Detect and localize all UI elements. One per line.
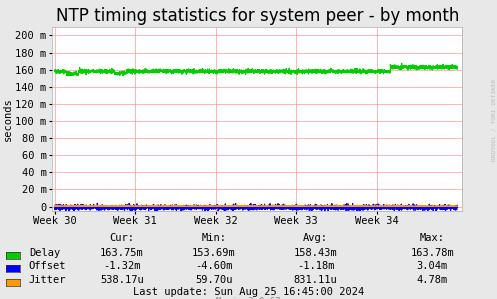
Text: Jitter: Jitter [29, 274, 66, 285]
Text: 158.43m: 158.43m [294, 248, 337, 258]
Text: Max:: Max: [420, 233, 445, 243]
Text: 3.04m: 3.04m [417, 261, 448, 271]
Text: Last update: Sun Aug 25 16:45:00 2024: Last update: Sun Aug 25 16:45:00 2024 [133, 287, 364, 298]
Title: NTP timing statistics for system peer - by month: NTP timing statistics for system peer - … [56, 7, 459, 25]
Text: 4.78m: 4.78m [417, 274, 448, 285]
Text: 538.17u: 538.17u [100, 274, 144, 285]
Y-axis label: seconds: seconds [2, 97, 12, 141]
Text: Min:: Min: [201, 233, 226, 243]
Text: RRDTOOL / TOBI OETIKER: RRDTOOL / TOBI OETIKER [491, 78, 496, 161]
Text: 163.75m: 163.75m [100, 248, 144, 258]
Text: 153.69m: 153.69m [192, 248, 236, 258]
Text: -1.32m: -1.32m [103, 261, 141, 271]
Text: 831.11u: 831.11u [294, 274, 337, 285]
Text: Offset: Offset [29, 261, 66, 271]
Text: 59.70u: 59.70u [195, 274, 233, 285]
Text: Munin 2.0.67: Munin 2.0.67 [216, 298, 281, 299]
Text: Cur:: Cur: [109, 233, 134, 243]
Text: 163.78m: 163.78m [411, 248, 454, 258]
Text: -4.60m: -4.60m [195, 261, 233, 271]
Text: Avg:: Avg: [303, 233, 328, 243]
Text: -1.18m: -1.18m [297, 261, 334, 271]
Text: Delay: Delay [29, 248, 60, 258]
